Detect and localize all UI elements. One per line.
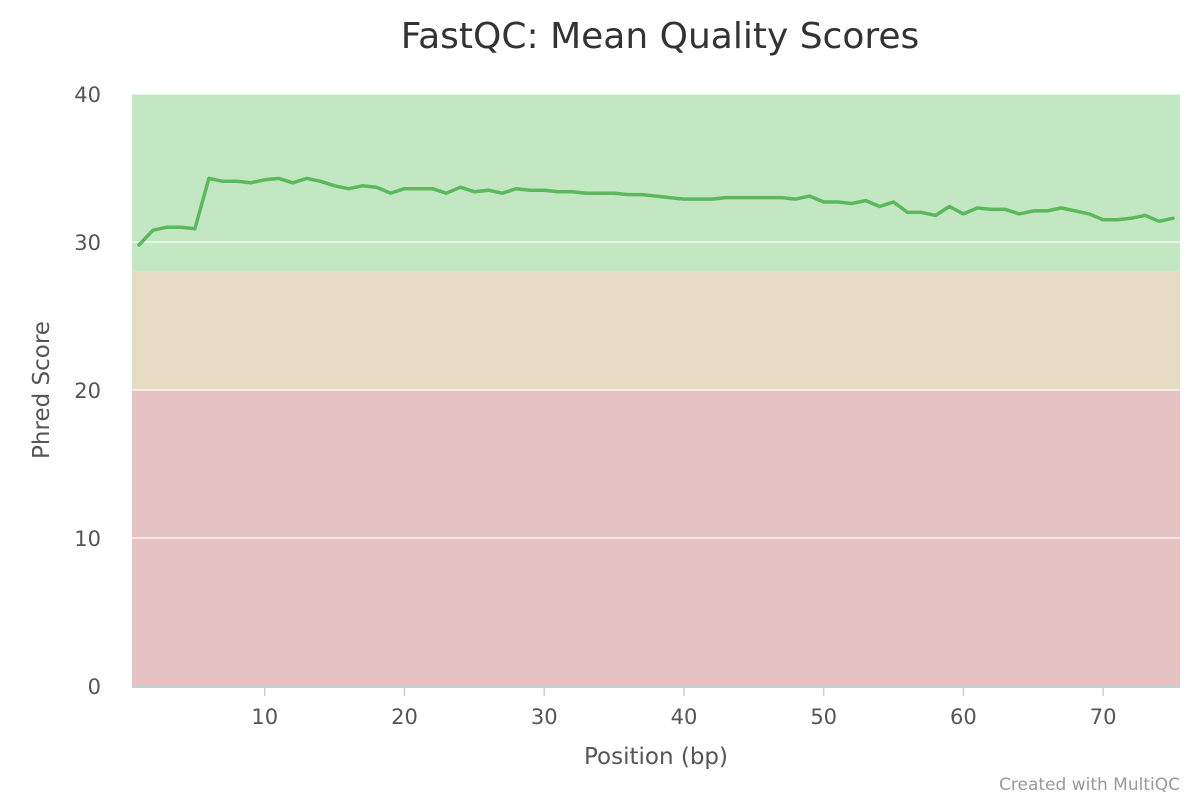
y-tick-labels: 0 10 20 30 40 (74, 83, 101, 699)
y-tick-label-0: 0 (88, 675, 101, 699)
x-tick-label-10: 10 (251, 705, 278, 729)
x-tick-label-40: 40 (671, 705, 698, 729)
axes (132, 686, 1180, 696)
x-tick-label-30: 30 (531, 705, 558, 729)
y-axis-label: Phred Score (29, 321, 55, 459)
grid-lines (132, 93, 1180, 539)
quality-band-1 (132, 271, 1180, 390)
series-line-0[interactable] (137, 176, 1175, 247)
x-tick-labels: 10 20 30 40 50 60 70 (251, 705, 1116, 729)
chart-title: FastQC: Mean Quality Scores (401, 16, 920, 57)
series-lines[interactable] (137, 176, 1175, 247)
y-tick-label-30: 30 (74, 231, 101, 255)
credit-link[interactable]: Created with MultiQC (999, 775, 1180, 795)
x-tick-label-70: 70 (1090, 705, 1117, 729)
y-tick-label-10: 10 (74, 527, 101, 551)
x-tick-label-20: 20 (391, 705, 418, 729)
y-tick-label-20: 20 (74, 379, 101, 403)
x-axis-label: Position (bp) (584, 744, 728, 770)
x-tick-label-60: 60 (950, 705, 977, 729)
y-tick-label-40: 40 (74, 83, 101, 107)
x-tick-label-50: 50 (810, 705, 837, 729)
